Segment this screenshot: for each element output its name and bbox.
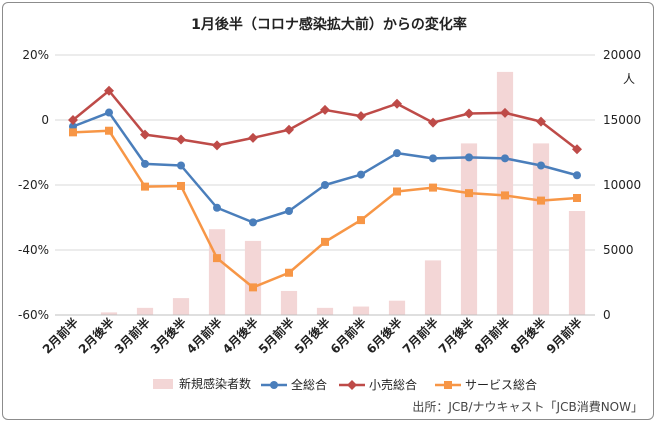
point-marker xyxy=(429,183,437,192)
point-marker xyxy=(140,129,150,140)
bar xyxy=(136,307,154,315)
y-right-tick-label: 10000 xyxy=(603,178,641,192)
x-category-label: 3月前半 xyxy=(111,315,153,357)
point-marker xyxy=(320,104,330,115)
point-marker xyxy=(464,108,474,119)
source-note: 出所：JCB/ナウキャスト「JCB消費NOW」 xyxy=(412,399,643,414)
bar xyxy=(244,240,262,315)
y-left-tick-label: -60% xyxy=(18,308,49,322)
legend-label: サービス総合 xyxy=(465,377,537,392)
chart-frame: 1月後半（コロナ感染拡大前）からの変化率 20% 0 -20% -40% -60% 200… xyxy=(2,2,654,420)
x-category-label: 5月前半 xyxy=(255,315,297,357)
legend: 新規感染者数 全総合 小売総合 サービス総合 xyxy=(153,376,537,392)
point-marker xyxy=(465,153,473,162)
x-category-label: 5月後半 xyxy=(291,315,333,357)
point-marker xyxy=(284,124,294,135)
point-marker xyxy=(429,154,437,163)
point-marker xyxy=(428,117,438,128)
point-marker xyxy=(356,111,366,122)
x-category-label: 9月前半 xyxy=(543,315,585,357)
legend-label: 新規感染者数 xyxy=(179,376,251,391)
legend-marker xyxy=(347,380,357,390)
point-marker xyxy=(213,203,221,212)
combo-chart: 1月後半（コロナ感染拡大前）からの変化率 20% 0 -20% -40% -60% 200… xyxy=(18,16,643,414)
bar xyxy=(352,306,370,315)
y-right-tick-label: 0 xyxy=(603,308,611,322)
y-left-tick-label: 20% xyxy=(22,48,49,62)
legend-swatch xyxy=(153,379,173,389)
point-marker xyxy=(392,98,402,109)
point-marker xyxy=(212,140,222,151)
bar xyxy=(424,260,442,315)
point-marker xyxy=(69,128,77,137)
point-marker xyxy=(536,116,546,127)
point-marker xyxy=(68,115,78,125)
y-left-tick-label: -20% xyxy=(18,178,49,192)
y-right-unit: 人 xyxy=(623,72,635,86)
bar xyxy=(280,290,298,315)
bar xyxy=(100,312,118,315)
point-marker xyxy=(105,108,113,117)
y-right-tick-label: 5000 xyxy=(603,243,634,257)
bar xyxy=(568,211,586,315)
bar-series xyxy=(100,71,586,316)
point-marker xyxy=(573,171,581,180)
x-category-label: 8月前半 xyxy=(471,315,513,357)
point-marker xyxy=(393,149,401,158)
point-marker xyxy=(357,216,365,225)
y-right-tick-label: 15000 xyxy=(603,113,641,127)
chart-title: 1月後半（コロナ感染拡大前）からの変化率 xyxy=(191,16,467,33)
point-marker xyxy=(285,268,293,277)
point-marker xyxy=(465,189,473,198)
x-category-label: 8月後半 xyxy=(507,315,549,357)
y-left-tick-label: 0 xyxy=(41,113,49,127)
legend-marker xyxy=(270,381,278,389)
line-series xyxy=(68,85,582,292)
point-marker xyxy=(393,187,401,196)
point-marker xyxy=(177,181,185,190)
x-category-label: 3月後半 xyxy=(147,315,189,357)
point-marker xyxy=(177,161,185,170)
point-marker xyxy=(285,207,293,215)
point-marker xyxy=(500,107,510,118)
point-marker xyxy=(176,134,186,145)
point-marker xyxy=(501,154,509,163)
point-marker xyxy=(141,182,149,191)
point-marker xyxy=(248,132,258,143)
point-marker xyxy=(141,159,149,168)
point-marker xyxy=(105,126,113,135)
bar xyxy=(388,300,406,315)
bar xyxy=(316,307,334,315)
y-left-tick-label: -40% xyxy=(18,243,49,257)
x-category-label: 6月後半 xyxy=(363,315,405,357)
point-marker xyxy=(104,85,114,96)
point-marker xyxy=(321,181,329,189)
bar xyxy=(460,143,478,315)
point-marker xyxy=(249,218,257,227)
point-marker xyxy=(321,237,329,246)
bar xyxy=(532,143,550,315)
x-category-label: 2月後半 xyxy=(75,315,117,357)
x-category-label: 4月前半 xyxy=(183,315,225,357)
point-marker xyxy=(501,191,509,200)
bar xyxy=(208,229,226,315)
legend-marker xyxy=(444,381,452,389)
point-marker xyxy=(537,161,545,170)
point-marker xyxy=(573,194,581,202)
point-marker xyxy=(572,144,582,155)
x-category-label: 6月前半 xyxy=(327,315,369,357)
legend-label: 小売総合 xyxy=(369,377,417,392)
x-category-label: 7月後半 xyxy=(435,315,477,357)
point-marker xyxy=(537,196,545,205)
point-marker xyxy=(213,254,221,263)
bar xyxy=(172,298,190,315)
point-marker xyxy=(249,283,257,292)
y-right-tick-label: 20000 xyxy=(603,48,641,62)
point-marker xyxy=(357,170,365,179)
x-category-label: 7月前半 xyxy=(399,315,441,357)
x-category-label: 4月後半 xyxy=(219,315,261,357)
legend-label: 全総合 xyxy=(291,377,327,392)
